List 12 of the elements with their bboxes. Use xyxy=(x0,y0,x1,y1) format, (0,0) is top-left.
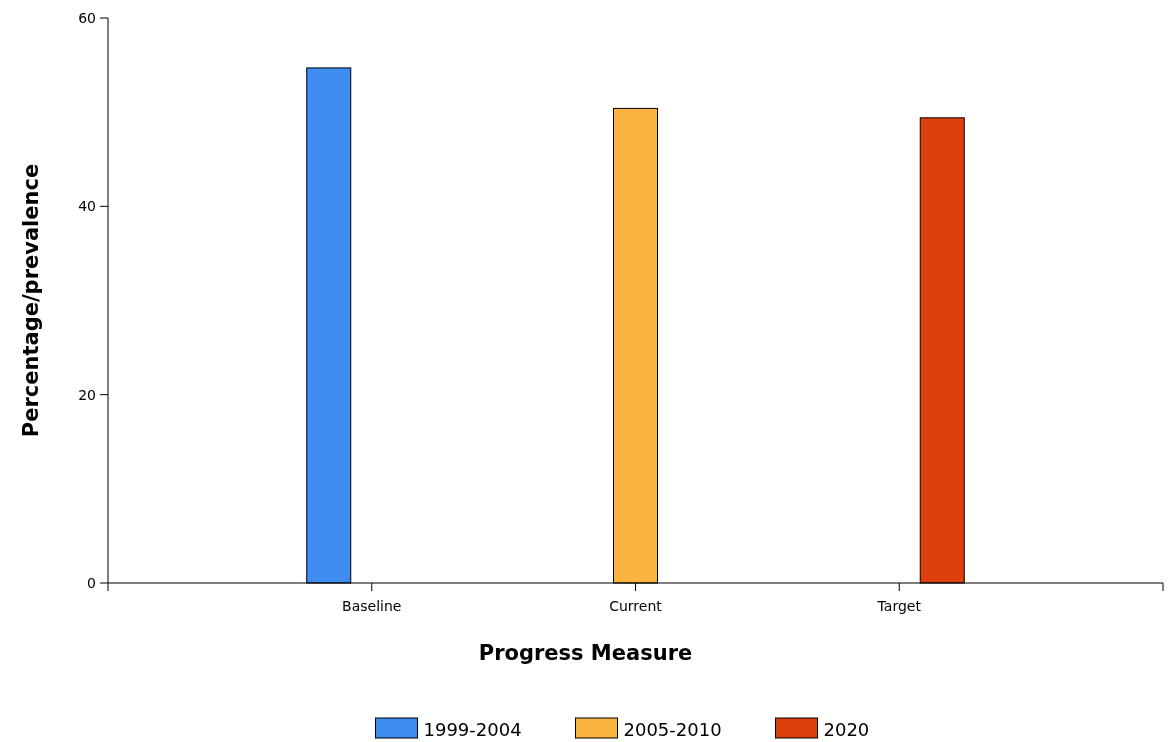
x-tick-label: Current xyxy=(609,598,663,614)
legend-label: 2020 xyxy=(823,719,870,741)
x-tick-label: Target xyxy=(876,598,922,614)
x-tick-label: Baseline xyxy=(342,598,402,614)
x-axis-title: Progress Measure xyxy=(478,641,693,665)
y-tick-label: 20 xyxy=(78,386,96,403)
legend-label: 1999-2004 xyxy=(423,719,522,741)
legend-label: 2005-2010 xyxy=(623,719,722,741)
y-tick-label: 40 xyxy=(78,198,96,215)
y-axis-title: Percentage/prevalence xyxy=(19,163,43,438)
y-tick-label: 60 xyxy=(78,9,96,26)
y-tick-label: 0 xyxy=(87,574,96,591)
